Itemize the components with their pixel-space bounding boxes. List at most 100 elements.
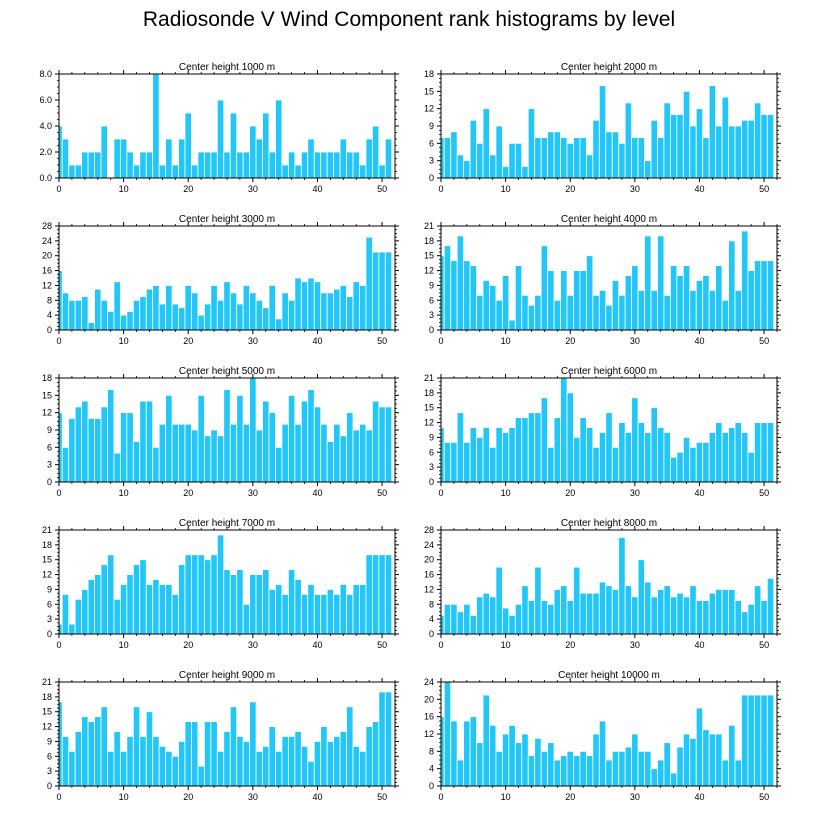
panel-7-bar <box>249 574 257 635</box>
panel-5-bar <box>171 423 179 483</box>
panel-6-bar <box>682 437 691 483</box>
panel-9-ytick-label: 6 <box>47 751 52 761</box>
panel-6-bar <box>540 397 549 483</box>
panel-3-ytick-label: 28 <box>42 221 52 231</box>
panel-5-bar <box>229 423 238 483</box>
panel-7-bar <box>229 574 238 635</box>
panel-8-xtick-label: 0 <box>438 640 443 650</box>
panel-5-ytick-label: 3 <box>47 460 52 470</box>
panel-3-bar <box>191 292 199 331</box>
panel-10-bar <box>741 694 749 787</box>
panel-8-xtick-label: 40 <box>694 640 704 650</box>
panel-10-bar <box>527 755 536 787</box>
panel-8-bar <box>553 589 561 635</box>
panel-2-bar <box>573 137 581 179</box>
panel-3-bar <box>352 281 360 331</box>
panel-9-bar <box>126 736 134 787</box>
panel-8-ytick-label: 8 <box>429 599 434 609</box>
panel-9-bar <box>113 731 121 787</box>
panel-3-bar <box>119 314 128 331</box>
panel-6-bar <box>534 412 542 483</box>
panel-7-bar <box>339 584 347 635</box>
panel-6-ytick-label: 21 <box>424 373 434 383</box>
panel-8-ytick-label: 24 <box>424 540 434 550</box>
panel-10-bar <box>598 720 607 787</box>
panel-6-bar <box>695 441 704 483</box>
panel-3-bar <box>287 299 296 331</box>
panel-8-bar <box>508 615 516 635</box>
panel-5-bar <box>262 400 270 483</box>
panel-6-bar <box>566 392 574 483</box>
panel-8-ytick-label: 28 <box>424 525 434 535</box>
panel-1-xtick-label: 30 <box>248 184 258 194</box>
panel-9-bar <box>307 760 315 787</box>
panel-1-xtick-label: 20 <box>183 184 193 194</box>
panel-10-bar <box>495 750 503 787</box>
panel-10-bar <box>715 733 723 787</box>
panel-6-bar <box>669 456 678 483</box>
panel-5-bar <box>281 423 289 483</box>
panel-2-bar <box>618 142 626 179</box>
panel-10-bar <box>657 759 665 787</box>
panel-1-bar <box>223 151 231 179</box>
panel-2-bar <box>456 154 465 179</box>
panel-6-xtick-label: 10 <box>501 488 511 498</box>
panel-5-bar <box>371 400 380 483</box>
panel-1-bar <box>339 138 347 179</box>
panel-1-bar <box>203 151 212 179</box>
panel-10-bar <box>734 759 742 787</box>
panel-1-bar <box>268 151 276 179</box>
panel-9-bar <box>81 716 89 787</box>
panel-10-bar <box>521 733 529 787</box>
panel-5-bar <box>333 423 341 483</box>
panel-3-bar <box>145 288 154 331</box>
panel-4-bar <box>734 289 742 331</box>
panel-1-bar <box>249 125 257 179</box>
panel-1-bar <box>113 138 121 179</box>
panel-5-ytick-label: 15 <box>42 390 52 400</box>
panel-10-bar <box>553 759 561 787</box>
panel-1-bar <box>210 151 218 179</box>
panel-4-bar <box>489 285 497 331</box>
panel-9-xtick-label: 30 <box>248 792 258 802</box>
panel-5-bar <box>178 423 186 483</box>
panel-7-bar <box>119 584 128 635</box>
panel-8-bar <box>728 589 736 635</box>
panel-1-bar <box>300 151 309 179</box>
panel-6-bar <box>553 417 561 483</box>
panel-8-bar <box>741 611 749 635</box>
panel-2-bar <box>482 108 490 179</box>
panel-4-bar <box>695 280 704 331</box>
panel-8-title: Center height 8000 m <box>561 518 657 529</box>
panel-9-bar <box>229 706 238 787</box>
panel-2-bar <box>728 125 736 179</box>
panel-3-title: Center height 3000 m <box>179 214 275 225</box>
panel-6-ytick-label: 6 <box>429 447 434 457</box>
panel-5-bar <box>107 389 115 483</box>
panel-4-bar <box>708 289 717 331</box>
panel-10-bar <box>566 750 574 787</box>
panel-7-bar <box>300 593 309 635</box>
panel-5-bar <box>352 429 360 483</box>
panel-3-bar <box>152 285 160 331</box>
panel-3-bar <box>313 281 322 331</box>
panel-8-bar <box>443 603 452 635</box>
panel-9-bar <box>139 736 147 787</box>
panel-7-bar <box>197 554 205 635</box>
panel-1-bar <box>333 151 341 179</box>
panel-10-xtick-label: 40 <box>694 792 704 802</box>
panel-2-bar <box>734 125 742 179</box>
panel-4-bar <box>728 240 736 331</box>
panel-4-ytick-label: 15 <box>424 251 434 261</box>
panel-2-bar <box>747 119 755 179</box>
panel-2-bar <box>702 137 710 179</box>
panel-3-bar <box>139 296 147 331</box>
panel-7-ytick-label: 3 <box>47 614 52 624</box>
panel-10-bar <box>450 720 458 787</box>
panel-10-bar <box>624 746 633 787</box>
panel-8-bar <box>663 585 671 635</box>
panel-7-xtick-label: 50 <box>377 640 387 650</box>
panel-6-bar <box>637 422 645 483</box>
panel-9-bar <box>371 721 380 787</box>
panel-2-bar <box>663 102 671 179</box>
